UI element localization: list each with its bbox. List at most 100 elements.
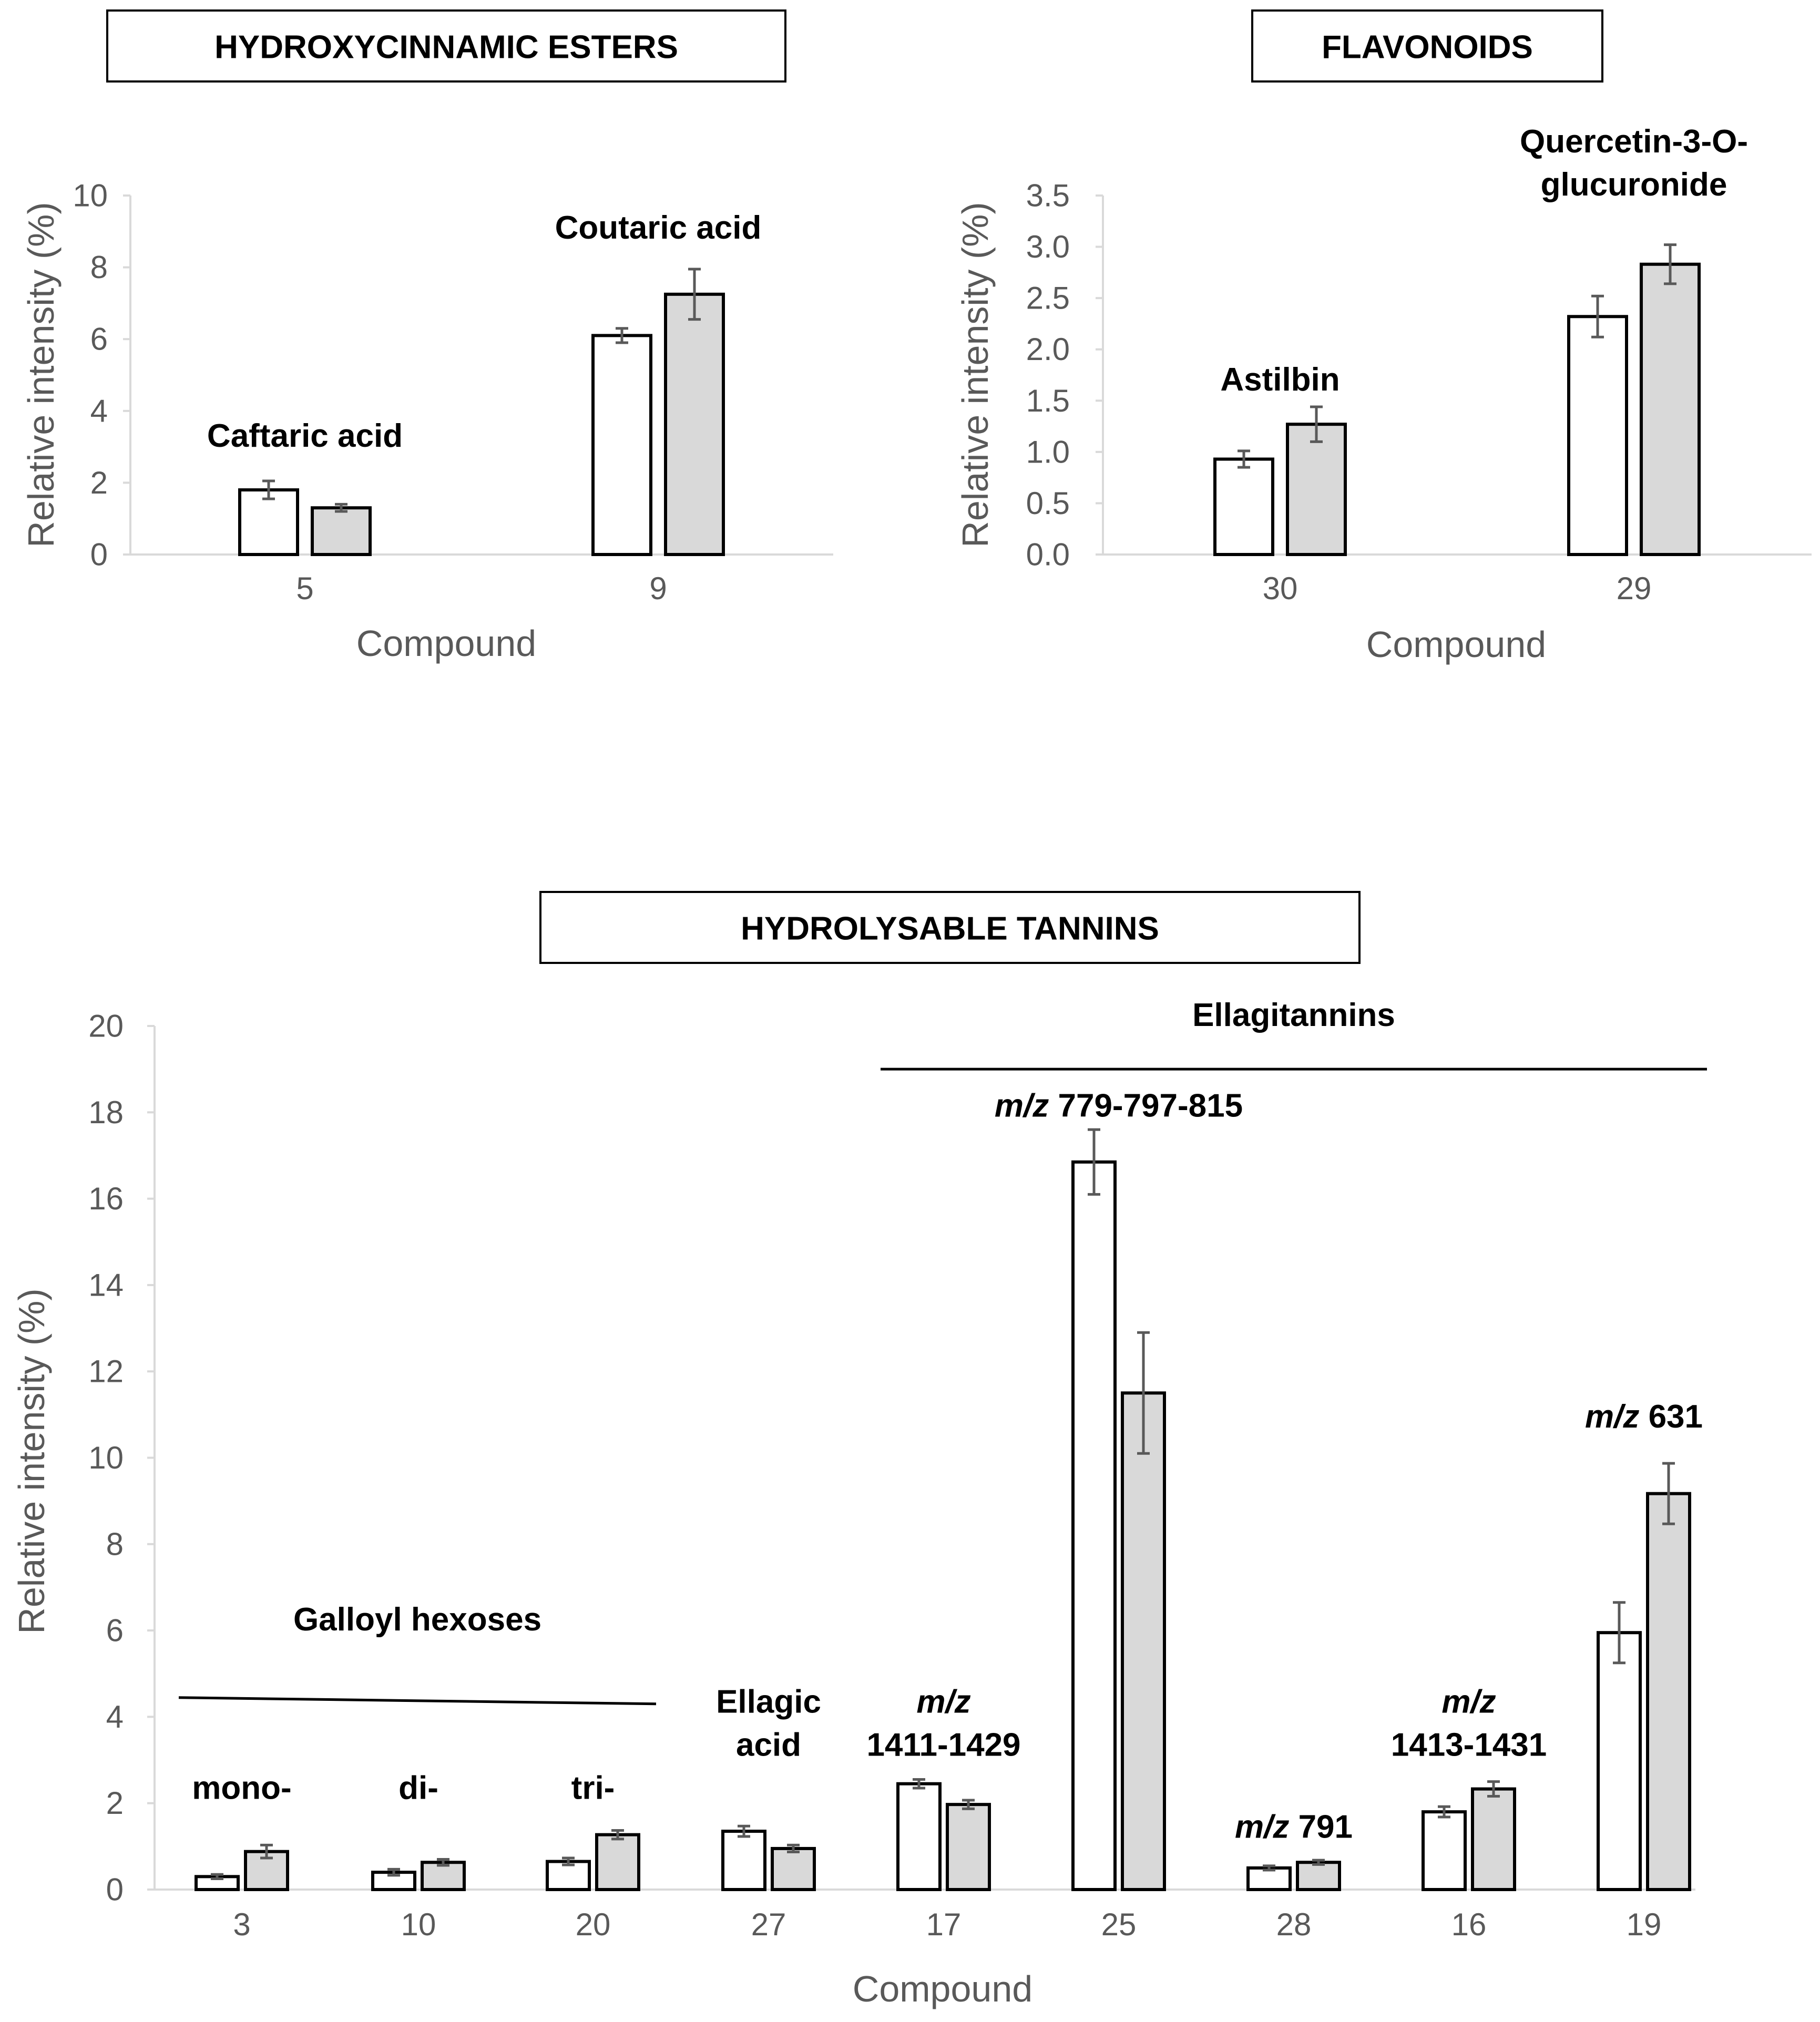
error-bar — [562, 1856, 575, 1866]
x-tick-label: 17 — [926, 1907, 962, 1942]
y-tick-label: 2 — [106, 1785, 124, 1821]
annotation-label: Caftaric acid — [207, 418, 403, 454]
bar-grey — [595, 1833, 640, 1891]
y-tick-label: 8 — [90, 250, 108, 285]
x-axis-title: Compound — [853, 1968, 1032, 2009]
x-axis-title: Compound — [356, 623, 536, 664]
bar-white — [896, 1782, 942, 1891]
annotation-label: 1413-1431 — [1391, 1727, 1547, 1763]
annotation-label: m/z — [916, 1684, 970, 1720]
annotation-label: m/z 779-797-815 — [995, 1088, 1243, 1124]
panel-title-box — [106, 9, 786, 83]
y-tick-label: 8 — [106, 1526, 124, 1562]
annotation-label: 1411-1429 — [866, 1727, 1020, 1763]
plot-area: 0 2 4 6 8 10 12 14 16 18 20 3 10 20 27 17 25 28 16 19 mono-d… — [88, 997, 1707, 1942]
y-tick-label: 14 — [88, 1267, 124, 1302]
y-tick-label: 1.0 — [1026, 434, 1070, 469]
y-tick-label: 3.0 — [1026, 229, 1070, 264]
y-tick-label: 1.5 — [1026, 383, 1070, 418]
group-bracket-line — [178, 1696, 657, 1706]
y-tick-label: 6 — [90, 322, 108, 357]
error-bar — [787, 1843, 800, 1854]
annotation-label: mono- — [192, 1770, 291, 1806]
error-bar — [260, 1843, 273, 1860]
y-tick-label: 3.5 — [1026, 178, 1070, 213]
y-tick-label: 0 — [106, 1872, 124, 1907]
panel-hydrolysable-tannins: HYDROLYSABLE TANNINS Compound Relative i… — [11, 891, 1707, 2009]
bar-white — [591, 334, 652, 556]
annotation-label: acid — [736, 1727, 801, 1763]
panel-title: FLAVONOIDS — [1322, 29, 1533, 66]
bar-grey — [1121, 1391, 1166, 1891]
y-tick-label: 2.0 — [1026, 332, 1070, 367]
x-tick-label: 27 — [751, 1907, 786, 1942]
annotation-label: Astilbin — [1220, 362, 1340, 398]
error-bar — [1664, 243, 1676, 285]
y-axis-title: Relative intensity (%) — [21, 202, 62, 547]
x-tick-label: 3 — [233, 1907, 250, 1942]
plot-area: 0.0 0.5 1.0 1.5 2.0 2.5 3.0 3.5 30 29 Astilbin Quer… — [1026, 124, 1812, 606]
x-tick-label: 5 — [296, 571, 313, 606]
bar-grey — [1640, 262, 1701, 556]
y-tick-label: 16 — [88, 1181, 124, 1216]
bar-grey — [946, 1803, 991, 1892]
x-tick-label: 9 — [649, 571, 667, 606]
bar-grey — [664, 292, 725, 556]
panel-flavonoids: FLAVONOIDS Compound Relative intensity (… — [955, 9, 1812, 665]
error-bar — [262, 479, 275, 500]
y-tick-label: 2 — [90, 465, 108, 500]
y-tick-label: 10 — [88, 1440, 124, 1475]
error-bar — [1487, 1780, 1500, 1798]
error-bar — [1238, 449, 1250, 469]
panel-hydroxycinnamic: HYDROXYCINNAMIC ESTERS Compound Relative… — [21, 9, 833, 664]
error-bar — [1137, 1331, 1150, 1455]
x-tick-label: 10 — [401, 1907, 436, 1942]
annotation-label: m/z 791 — [1235, 1809, 1353, 1845]
y-tick-label: 2.5 — [1026, 281, 1070, 316]
y-tick-label: 12 — [88, 1354, 124, 1389]
annotation-label: m/z 631 — [1585, 1399, 1703, 1435]
error-bar — [1263, 1864, 1275, 1872]
error-bar — [211, 1873, 223, 1880]
bar-white — [1422, 1810, 1467, 1891]
x-tick-label: 20 — [576, 1907, 611, 1942]
panel-title: HYDROXYCINNAMIC ESTERS — [214, 29, 678, 66]
error-bar — [437, 1858, 449, 1867]
bar-grey — [1471, 1787, 1516, 1892]
group-label: Galloyl hexoses — [293, 1602, 541, 1638]
error-bar — [913, 1778, 925, 1790]
error-bar — [688, 268, 701, 321]
annotation-label: glucuronide — [1541, 167, 1727, 203]
error-bar — [1088, 1128, 1100, 1196]
x-axis-title: Compound — [1366, 624, 1546, 665]
x-tick-label: 25 — [1101, 1907, 1137, 1942]
bar-grey — [1646, 1492, 1691, 1892]
error-bar — [616, 327, 628, 344]
bar-grey — [1286, 423, 1347, 556]
error-bar — [1591, 294, 1604, 338]
error-bar — [387, 1867, 400, 1877]
bar-grey — [1296, 1861, 1341, 1892]
group-label: Ellagitannins — [1192, 997, 1395, 1033]
y-tick-label: 20 — [88, 1009, 124, 1044]
y-tick-label: 4 — [106, 1699, 124, 1734]
bar-white — [1567, 315, 1628, 556]
panel-title-box — [539, 891, 1361, 964]
error-bar — [1613, 1601, 1625, 1665]
error-bar — [1310, 405, 1323, 443]
y-tick-label: 10 — [73, 178, 108, 213]
error-bar — [335, 502, 347, 513]
error-bar — [611, 1829, 624, 1841]
y-axis-title: Relative intensity (%) — [955, 202, 996, 547]
panel-title-box — [1251, 9, 1603, 83]
x-tick-label: 30 — [1263, 571, 1298, 606]
annotation-label: m/z — [1441, 1684, 1496, 1720]
error-bar — [962, 1799, 975, 1810]
plot-area: 0 2 4 6 8 10 5 9 Caftaric acid Coutaric acid — [73, 178, 833, 606]
x-tick-label: 29 — [1617, 571, 1652, 606]
y-tick-label: 0.5 — [1026, 486, 1070, 521]
y-axis-title: Relative intensity (%) — [11, 1288, 52, 1634]
bar-grey — [311, 506, 372, 557]
annotation-label: Coutaric acid — [555, 210, 762, 246]
